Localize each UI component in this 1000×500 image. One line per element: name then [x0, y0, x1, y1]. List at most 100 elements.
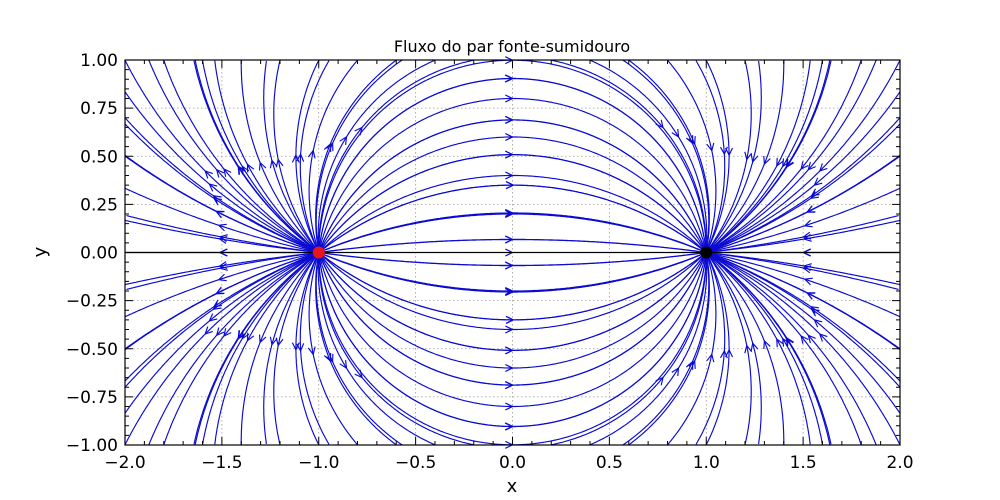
flow-arrow [802, 263, 812, 272]
flow-arrow [813, 319, 823, 328]
flow-arrow [218, 261, 228, 270]
flow-arrow [763, 155, 771, 166]
flow-arrow [800, 334, 809, 344]
flow-arrow [744, 151, 753, 161]
flow-arrow [505, 325, 514, 334]
flow-arrow [505, 74, 515, 83]
flow-arrow [725, 348, 734, 358]
flow-arrow [802, 233, 812, 242]
flow-arrow [655, 376, 664, 386]
streamline [708, 60, 811, 252]
flow-arrow [237, 165, 246, 175]
streamline [708, 91, 901, 253]
flow-arrow [807, 334, 816, 344]
flow-arrow [208, 313, 218, 322]
flow-arrow [215, 287, 225, 295]
flow-arrow [246, 332, 255, 342]
flow-arrow [258, 334, 267, 344]
flow-arrow [291, 153, 300, 163]
flow-arrow [505, 132, 514, 142]
flow-arrow [706, 353, 715, 363]
streamline [708, 253, 811, 445]
flow-arrow [212, 302, 222, 311]
flow-arrow [505, 346, 514, 355]
flow-arrow [505, 181, 515, 190]
streamline [708, 252, 901, 414]
flow-arrow [326, 141, 334, 152]
flow-arrow [269, 159, 278, 169]
flow-arrow [671, 128, 680, 139]
flow-arrow [326, 353, 334, 364]
y-tick-label: 1.00 [80, 51, 118, 71]
chart-title: Fluxo do par fonte-sumidouro [394, 37, 630, 56]
flow-arrow [291, 342, 300, 352]
flow-arrow [785, 337, 794, 347]
flow-arrow [505, 171, 514, 180]
flow-arrow [307, 346, 316, 356]
flow-arrow [215, 168, 225, 178]
flow-arrow [803, 277, 813, 286]
flow-arrow [818, 333, 828, 342]
flow-arrow [208, 183, 218, 192]
y-tick-label: −0.25 [66, 292, 118, 312]
flow-arrow [323, 142, 332, 153]
flow-arrow [809, 305, 819, 314]
flow-arrow [818, 163, 828, 172]
flow-arrow [215, 327, 225, 337]
flow-arrow [505, 422, 515, 431]
flow-arrow [806, 292, 816, 300]
flow-arrow [505, 402, 514, 411]
flow-arrow [505, 208, 514, 218]
flow-arrow [655, 119, 664, 129]
flow-arrow [217, 223, 227, 232]
flow-arrow [218, 235, 228, 244]
flow-arrow [505, 286, 514, 296]
flow-arrow [809, 191, 819, 200]
flow-arrow [504, 115, 514, 124]
x-tick-label: 2.0 [886, 453, 913, 473]
flow-arrow [688, 136, 696, 146]
flow-arrow [246, 163, 255, 173]
flow-arrow [212, 299, 222, 308]
flow-arrow [807, 161, 816, 171]
flow-arrow [671, 366, 680, 377]
flow-arrow [275, 158, 284, 168]
flow-arrow [212, 194, 222, 203]
flow-arrow [339, 135, 348, 145]
x-tick-label: 0.0 [499, 453, 526, 473]
ticks: −2.0 −1.5 −1.0 −0.5 0.0 0.5 1.0 1.5 2.0 −1.00 −0.7… [66, 51, 914, 473]
flow-arrow [763, 339, 771, 350]
y-tick-label: −1.00 [66, 436, 118, 456]
flow-arrow [504, 381, 514, 390]
flow-arrow [339, 360, 348, 370]
source-marker [312, 246, 325, 259]
y-tick-label: 0.00 [80, 244, 118, 264]
flow-arrow [505, 150, 514, 159]
flow-arrow [217, 273, 227, 282]
flow-arrow [688, 359, 696, 369]
x-tick-label: −0.5 [395, 453, 436, 473]
flow-arrow [323, 352, 332, 363]
flow-arrow [785, 158, 794, 168]
flow-arrow [800, 161, 809, 171]
sink-marker [700, 246, 713, 259]
y-tick-label: −0.50 [66, 340, 118, 360]
y-tick-label: 0.75 [80, 99, 118, 119]
flow-arrow [776, 157, 784, 167]
flow-arrow [505, 287, 514, 297]
x-tick-label: −2.0 [104, 453, 145, 473]
x-tick-label: 1.5 [790, 453, 817, 473]
streamline [148, 253, 318, 446]
streamline [707, 59, 877, 252]
flow-arrow [241, 165, 250, 175]
flow-arrow [307, 149, 316, 159]
x-tick-label: −1.5 [201, 453, 242, 473]
flow-arrow [212, 197, 222, 206]
markers [312, 246, 713, 259]
flow-arrow [813, 177, 823, 186]
flow-arrow [258, 161, 267, 171]
flow-arrow [505, 363, 514, 373]
flow-arrow [806, 205, 816, 213]
flow-arrow [750, 153, 759, 164]
